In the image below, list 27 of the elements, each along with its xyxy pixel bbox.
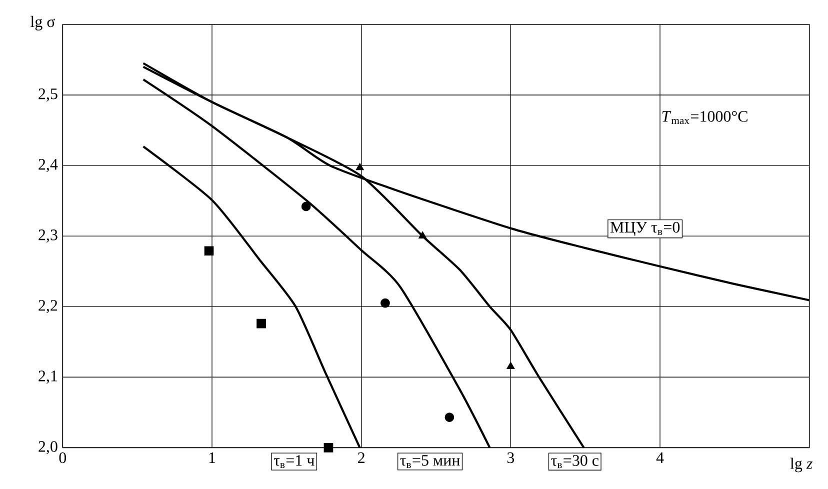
point (356, 162, 364, 170)
point (256, 318, 266, 328)
text: τ$_{в}$=30 с (551, 455, 599, 468)
x-tick-label: 3 (507, 452, 514, 464)
x-tick-label: 0 (59, 452, 66, 464)
point (380, 298, 390, 308)
y-tick-label: 2,0 (38, 441, 58, 454)
x-axis-title: lg z (790, 458, 812, 472)
point (324, 442, 334, 452)
y-axis-title: lg σ (30, 16, 56, 30)
x-tick-label: 2 (358, 452, 364, 463)
annotation: МЦУ τ$_{в}$=0 (610, 222, 680, 236)
annotation: T$_{max}$=1000°C (662, 110, 748, 124)
text: τ$_{в}$=1 ч (274, 455, 314, 468)
y-tick-label: 2,5 (38, 88, 58, 102)
y-tick-label: 2,2 (38, 300, 58, 314)
point (204, 246, 214, 256)
point (301, 202, 311, 212)
point (506, 362, 515, 370)
point (418, 231, 427, 239)
text: τ$_{в}$=5 мин (400, 455, 460, 468)
x-tick-label: 1 (209, 452, 216, 463)
y-tick-label: 2,1 (38, 370, 57, 384)
y-tick-label: 2,4 (38, 159, 58, 172)
y-tick-label: 2,3 (38, 230, 58, 243)
x-tick-label: 4 (656, 452, 664, 463)
point (444, 412, 454, 422)
